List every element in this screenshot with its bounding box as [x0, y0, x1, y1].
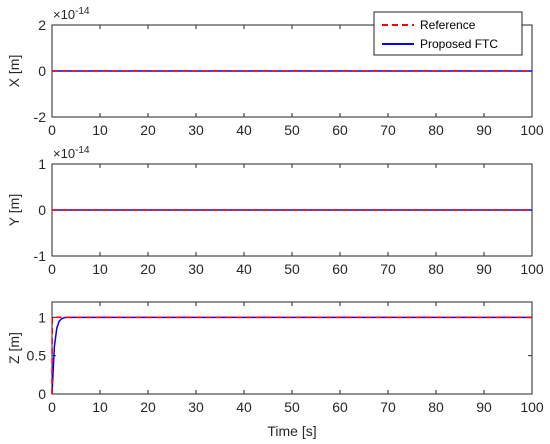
x-tick-label: 0 — [48, 261, 56, 277]
y-axis-label: X [m] — [6, 55, 22, 88]
y-tick-label: -2 — [34, 109, 47, 125]
y-tick-label: 0 — [38, 202, 46, 218]
y-tick-label: -1 — [34, 248, 47, 264]
x-tick-label: 70 — [380, 399, 396, 415]
subplot-3: 0 10 20 30 40 50 60 70 80 90 100 0 0.5 1 Z [m] Time [s] — [6, 301, 544, 439]
x-tick-label: 20 — [140, 399, 156, 415]
exponent-label: ×10-14 — [53, 6, 90, 22]
x-tick-label: 90 — [476, 261, 492, 277]
x-tick-label: 50 — [284, 399, 300, 415]
axes-box — [51, 301, 533, 395]
y-tick-label: 2 — [38, 17, 46, 33]
y-tick-label: 1 — [38, 156, 46, 172]
legend-label: Reference — [420, 18, 476, 32]
exponent-label: ×10-14 — [53, 145, 90, 161]
x-tick-label: 100 — [520, 261, 544, 277]
x-tick-label: 30 — [188, 122, 204, 138]
y-tick-label: 1 — [38, 309, 46, 325]
y-tick-label: 0.5 — [27, 348, 47, 364]
x-tick-label: 70 — [380, 122, 396, 138]
legend-label: Proposed FTC — [420, 37, 498, 51]
x-tick-label: 90 — [476, 122, 492, 138]
y-axis-label: Y [m] — [6, 194, 22, 226]
x-tick-label: 100 — [520, 122, 544, 138]
x-axis-label: Time [s] — [267, 423, 316, 439]
x-tick-label: 60 — [332, 399, 348, 415]
exponent-base: ×10 — [53, 146, 75, 161]
x-tick-label: 80 — [428, 122, 444, 138]
x-tick-label: 10 — [92, 122, 108, 138]
x-tick-label: 40 — [236, 122, 252, 138]
x-tick-label: 0 — [48, 399, 56, 415]
exponent-power: -14 — [75, 6, 90, 17]
y-tick-label: 0 — [38, 63, 46, 79]
x-tick-label: 30 — [188, 261, 204, 277]
x-tick-label: 30 — [188, 399, 204, 415]
x-tick-label: 40 — [236, 399, 252, 415]
series-line-reference — [51, 316, 532, 395]
x-tick-label: 10 — [92, 399, 108, 415]
series-line-proposed-ftc — [51, 316, 532, 395]
x-tick-label: 50 — [284, 122, 300, 138]
x-tick-label: 10 — [92, 261, 108, 277]
x-tick-label: 80 — [428, 399, 444, 415]
x-tick-label: 90 — [476, 399, 492, 415]
legend-box — [373, 11, 523, 56]
exponent-power: -14 — [75, 145, 90, 156]
x-tick-label: 60 — [332, 261, 348, 277]
x-tick-label: 0 — [48, 122, 56, 138]
legend: Reference Proposed FTC — [373, 11, 523, 56]
x-tick-label: 20 — [140, 122, 156, 138]
x-tick-label: 60 — [332, 122, 348, 138]
y-tick-label: 0 — [38, 386, 46, 402]
x-tick-label: 20 — [140, 261, 156, 277]
x-tick-label: 50 — [284, 261, 300, 277]
x-tick-label: 70 — [380, 261, 396, 277]
x-tick-label: 80 — [428, 261, 444, 277]
x-tick-label: 100 — [520, 399, 544, 415]
x-tick-label: 40 — [236, 261, 252, 277]
exponent-base: ×10 — [53, 7, 75, 22]
y-axis-label: Z [m] — [6, 332, 22, 364]
